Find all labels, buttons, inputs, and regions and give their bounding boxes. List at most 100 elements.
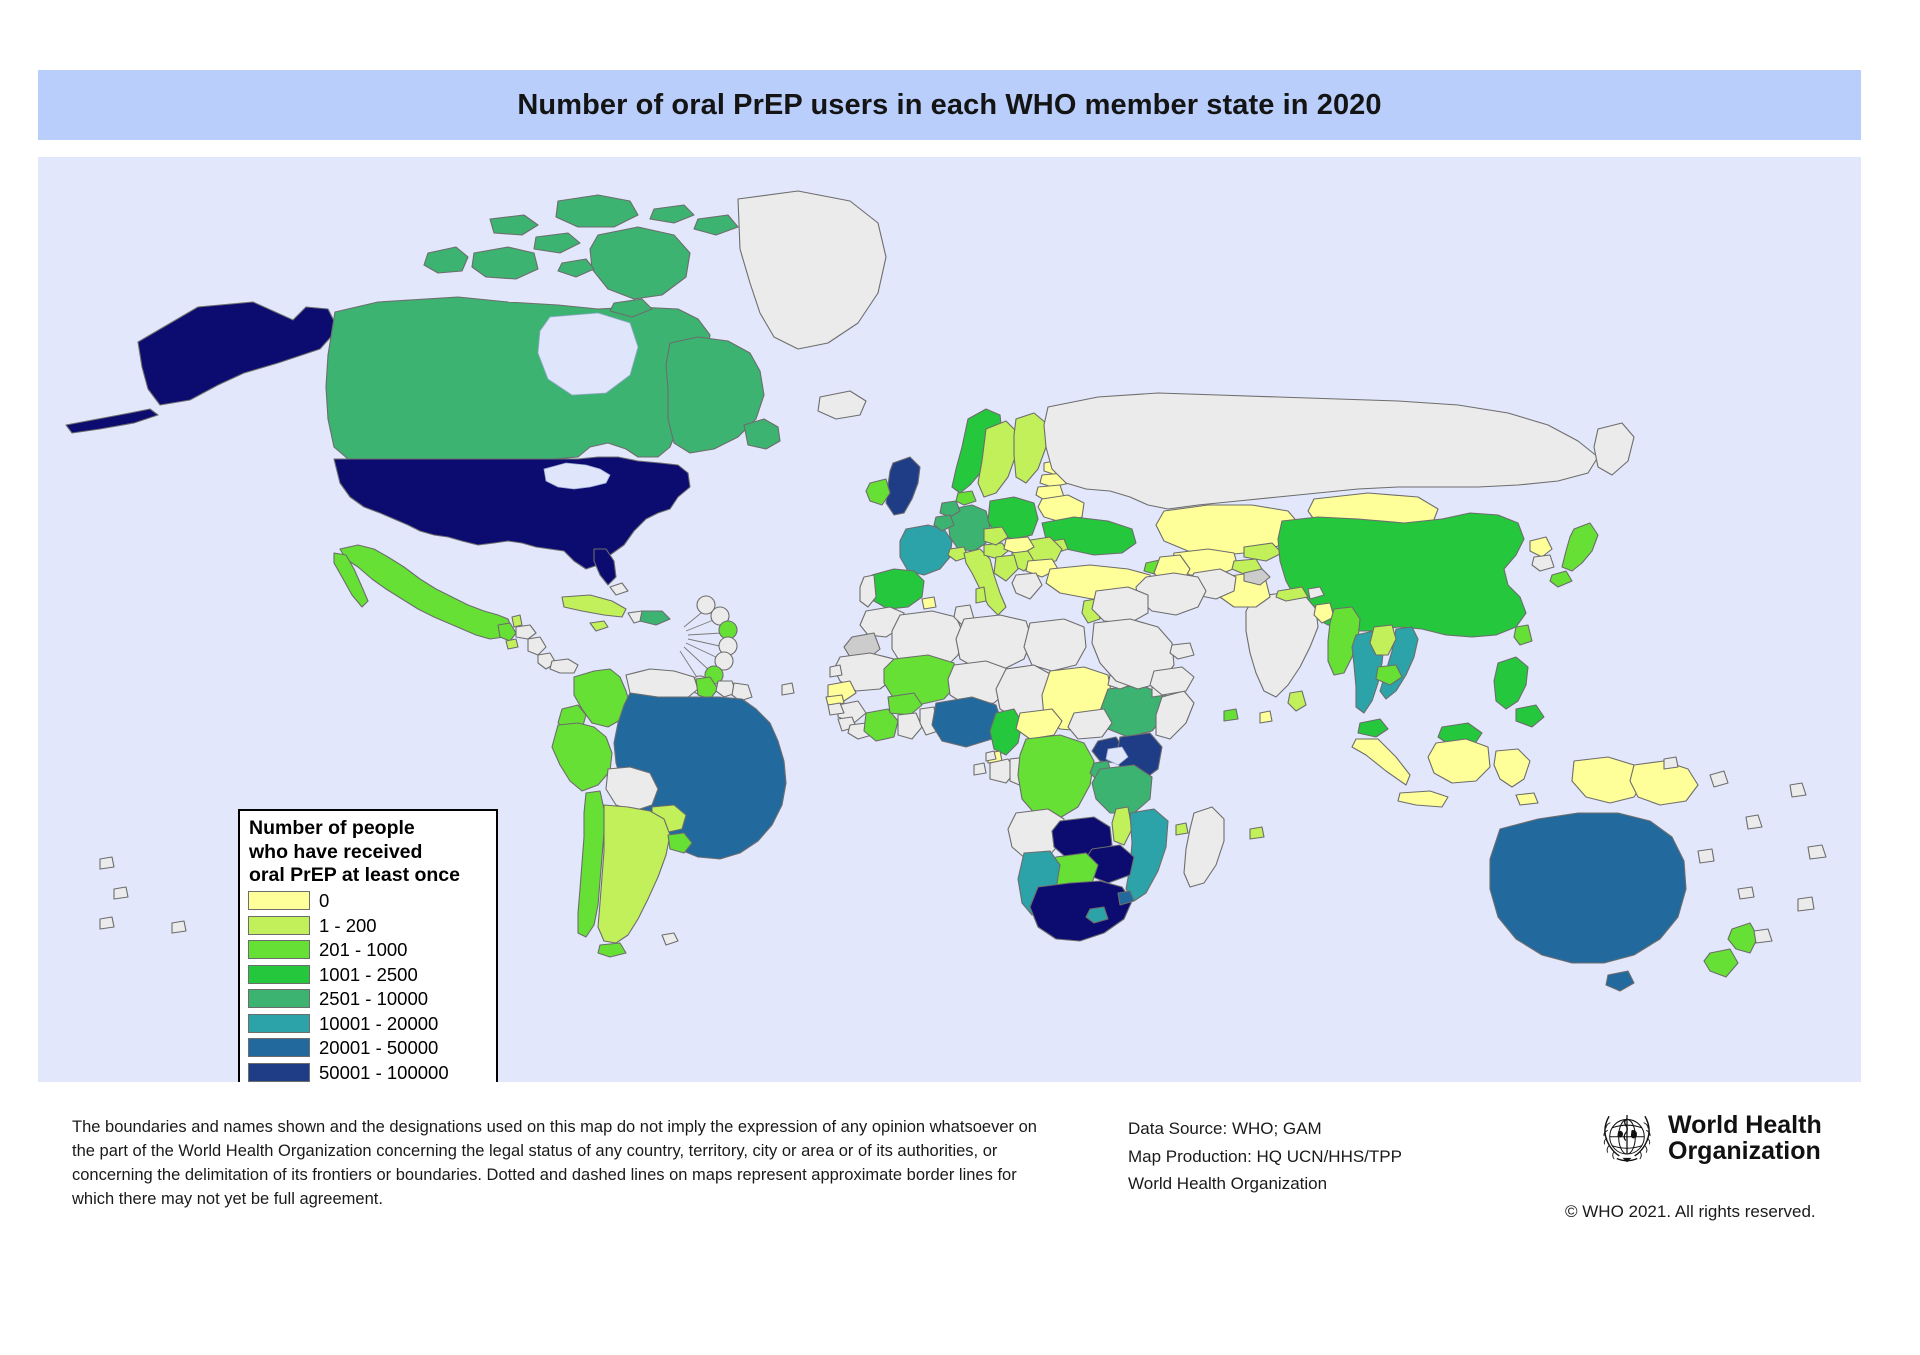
region-arctic-isle-c: [649, 204, 695, 224]
legend-swatch: [248, 891, 310, 911]
region-germany: [947, 504, 991, 552]
region-el-salvador: [505, 638, 519, 650]
region-ireland: [865, 478, 891, 506]
map-panel[interactable]: .c{stroke:#6d6d6d;stroke-width:1.1;strok…: [38, 157, 1861, 1082]
region-alaska: [137, 301, 339, 406]
region-egypt: [1023, 618, 1087, 672]
region-iceland: [817, 390, 867, 420]
region-comoros: [1175, 822, 1189, 836]
region-arctic-isle-f: [609, 298, 653, 318]
region-syria-iraq: [1091, 586, 1149, 624]
region-bhutan: [1307, 586, 1325, 600]
title-band: Number of oral PrEP users in each WHO me…: [38, 70, 1861, 140]
data-source-line: Data Source: WHO; GAM: [1128, 1119, 1322, 1138]
region-somalia: [1155, 690, 1195, 740]
antilles-leader-7: [679, 650, 699, 680]
legend-row: 50001 - 100000: [248, 1060, 488, 1082]
legend-swatch: [248, 940, 310, 960]
region-korea-south: [1531, 554, 1555, 572]
region-arctic-isle-a: [489, 214, 539, 236]
antilles-leader-4: [687, 638, 725, 648]
map-legend: Number of people who have received oral …: [238, 809, 498, 1082]
region-indonesia-papua: [1571, 756, 1645, 804]
region-madagascar: [1183, 806, 1225, 888]
region-balearics: [921, 596, 937, 610]
region-sao-tome: [973, 762, 987, 776]
region-peru: [551, 722, 613, 792]
legend-title-line3: oral PrEP at least once: [249, 864, 460, 886]
region-indonesia-sulawesi: [1493, 748, 1531, 788]
region-south-africa: [1029, 880, 1133, 942]
region-cuba: [561, 594, 627, 618]
region-korea-north: [1529, 536, 1553, 558]
region-pacific-island-4: [1697, 848, 1715, 864]
region-kyrgyzstan: [1243, 542, 1283, 562]
legend-swatch: [248, 1038, 310, 1058]
region-indonesia-sumatra: [1351, 738, 1411, 786]
region-antilles-callout-1: [696, 595, 716, 615]
region-suriname: [715, 680, 737, 698]
region-kazakhstan: [1155, 504, 1301, 556]
region-antilles-callout-3: [718, 620, 738, 640]
region-niger: [947, 660, 1011, 706]
region-baffin-island: [589, 226, 691, 300]
region-czechia: [983, 526, 1009, 546]
region-greenland: [737, 190, 887, 350]
region-lao-pdr: [1369, 624, 1397, 656]
region-quebec-labrador: [665, 336, 765, 454]
region-aleutians: [65, 408, 159, 434]
region-cambodia: [1375, 664, 1403, 686]
copyright-notice: © WHO 2021. All rights reserved.: [1565, 1202, 1816, 1221]
map-disclaimer: The boundaries and names shown and the d…: [72, 1118, 1037, 1208]
page-title: Number of oral PrEP users in each WHO me…: [517, 88, 1382, 121]
legend-swatch: [248, 915, 310, 935]
region-cameroon: [989, 708, 1023, 756]
region-japan: [1561, 522, 1599, 572]
region-central-african-republic: [1015, 708, 1063, 740]
region-tierra-del-fuego: [597, 942, 627, 958]
region-united-kingdom: [885, 456, 921, 516]
legend-swatch: [248, 1013, 310, 1033]
region-ghana: [897, 712, 923, 740]
region-ellesmere: [555, 194, 639, 228]
legend-label: 1001 - 2500: [319, 963, 418, 985]
legend-title-line1: Number of people: [249, 817, 415, 839]
antilles-leader-2: [685, 618, 717, 632]
region-greece: [1011, 572, 1043, 600]
legend-label: 1 - 200: [319, 914, 377, 936]
region-indonesia-java: [1397, 790, 1449, 808]
region-arctic-isle-e: [557, 258, 595, 278]
region-pacific-island-6: [1737, 886, 1755, 900]
region-new-zealand-north: [1727, 922, 1759, 954]
who-logo-line1: World Health: [1668, 1110, 1822, 1139]
hudson-bay: [537, 312, 639, 396]
legend-label: 201 - 1000: [319, 939, 408, 961]
region-jamaica: [589, 620, 609, 632]
region-antilles-callout-5: [714, 651, 734, 671]
legend-title-line2: who have received: [249, 840, 423, 863]
region-cote-divoire: [863, 708, 899, 742]
region-pacific-island-9: [1663, 756, 1679, 770]
region-maldives: [1259, 710, 1273, 724]
region-italy: [963, 548, 1007, 616]
region-lesotho: [1085, 906, 1109, 924]
region-uae: [1169, 642, 1195, 660]
footer: The boundaries and names shown and the d…: [0, 1090, 1920, 1355]
great-lakes: [543, 462, 611, 490]
region-india: [1245, 592, 1319, 698]
region-atlantic-island-1: [99, 856, 115, 870]
region-arctic-isle-b: [533, 232, 581, 254]
region-baja: [333, 552, 369, 608]
region-sweden: [977, 420, 1019, 498]
region-portugal: [859, 574, 877, 608]
region-uruguay: [667, 832, 693, 854]
legend-label: 10001 - 20000: [319, 1012, 439, 1034]
region-united-states: [333, 456, 691, 570]
region-drc: [1017, 734, 1095, 820]
region-atlantic-island-7: [985, 750, 997, 762]
region-nicaragua: [527, 636, 547, 656]
region-argentina: [597, 804, 671, 944]
region-south-sudan: [1067, 708, 1113, 740]
region-atlantic-island-3: [99, 916, 115, 930]
